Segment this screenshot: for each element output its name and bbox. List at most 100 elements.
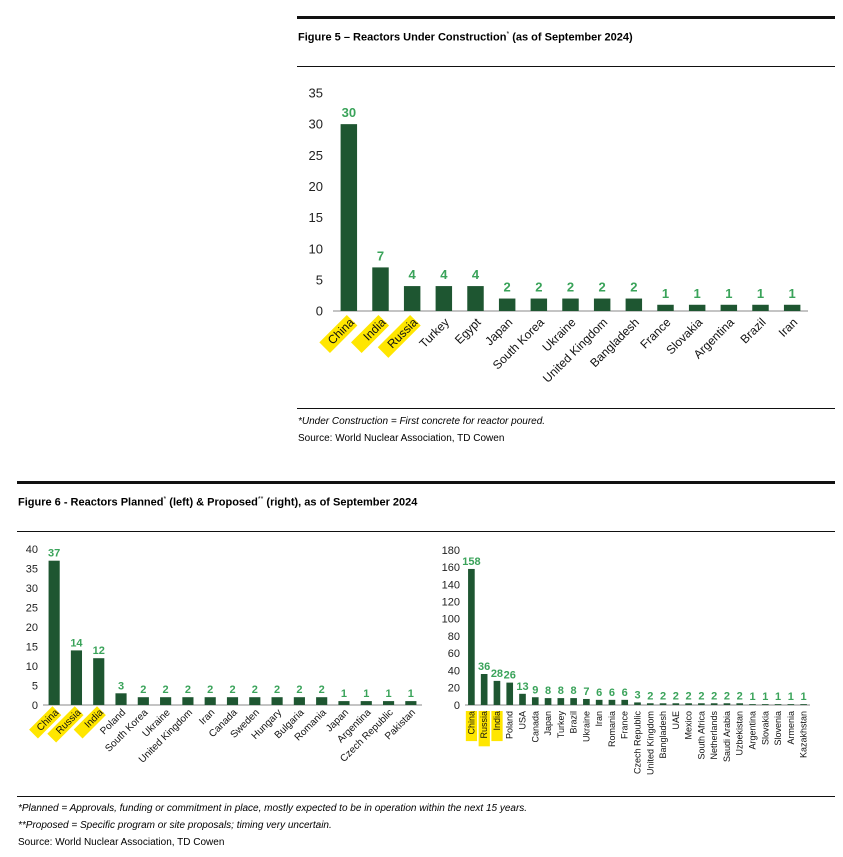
chart62-bar-10 (595, 699, 603, 705)
chart61-highlight-1 (47, 706, 84, 743)
chart62-category-label-2: India (492, 711, 502, 731)
chart62-data-label-1: 36 (478, 661, 490, 673)
chart5-data-label-10: 1 (662, 286, 669, 301)
chart62-bar-23 (761, 704, 769, 705)
chart61-ytick-label-7: 35 (26, 563, 38, 575)
chart62-bar-3 (506, 682, 514, 705)
chart62-bar-20 (723, 703, 731, 705)
chart61-bar-6 (182, 697, 194, 705)
figure6-title-rule (17, 531, 835, 532)
chart61-ytick-label-8: 40 (26, 544, 38, 556)
chart62-bar-21 (736, 703, 744, 705)
chart5-ytick-label-2: 10 (309, 241, 323, 256)
chart62-bar-17 (685, 703, 692, 705)
chart62-ytick-label-5: 100 (442, 614, 460, 626)
chart5-highlight-1 (351, 314, 390, 353)
chart62-bar-18 (698, 703, 705, 705)
chart62-bar-15 (659, 703, 667, 705)
chart5-data-label-12: 1 (725, 286, 732, 301)
chart62-bar-0 (468, 568, 475, 705)
chart61-ytick-label-3: 15 (26, 641, 38, 653)
chart62-bar-5 (531, 697, 539, 705)
chart61-data-label-12: 2 (319, 684, 325, 696)
chart5-ytick-label-7: 35 (309, 86, 323, 101)
chart62-category-label-5: Canada (530, 711, 540, 743)
chart62-highlight-0 (465, 711, 478, 742)
chart62-category-label-21: Uzbekistan (735, 711, 745, 756)
chart61-ytick-label-2: 10 (26, 661, 38, 673)
chart62-data-label-17: 2 (686, 690, 692, 702)
figure6-footnote-proposed: **Proposed = Specific program or site pr… (18, 820, 332, 831)
chart5-bar-13 (752, 304, 769, 311)
chart61-data-label-8: 2 (229, 684, 235, 696)
chart62-category-label-6: Japan (543, 711, 553, 736)
chart61-bar-2 (93, 658, 105, 705)
chart5-ytick-label-4: 20 (309, 179, 323, 194)
chart62-data-label-5: 9 (532, 684, 538, 696)
figure6-footnote-planned: *Planned = Approvals, funding or commitm… (18, 803, 528, 814)
chart5-bar-4 (467, 286, 484, 311)
chart62-category-label-16: UAE (671, 711, 681, 730)
chart62-ytick-label-8: 160 (442, 562, 460, 574)
figure5-title-prefix: Figure 5 – Reactors Under Construction (298, 31, 507, 44)
chart62-ytick-label-1: 20 (448, 683, 460, 695)
chart5-bar-3 (435, 286, 453, 311)
chart62-data-label-26: 1 (801, 691, 807, 703)
chart62-bar-26 (800, 704, 807, 705)
chart5-bar-2 (403, 286, 421, 311)
chart62-category-label-20: Saudi Arabia (722, 711, 732, 762)
chart61-bar-10 (271, 697, 283, 705)
chart61-bar-13 (338, 701, 350, 705)
chart62-bar-24 (774, 704, 782, 705)
chart61-data-label-0: 37 (48, 548, 60, 560)
chart62-ytick-label-4: 80 (448, 631, 460, 643)
chart5-data-label-4: 4 (472, 267, 480, 282)
chart62-bar-12 (621, 699, 629, 705)
figure6-title-prefix: Figure 6 - Reactors Planned (18, 496, 164, 509)
chart61-data-label-11: 2 (296, 684, 302, 696)
chart62-data-label-23: 1 (762, 691, 768, 703)
chart62-data-label-22: 1 (749, 691, 755, 703)
chart62-category-label-8: Brazil (569, 711, 579, 734)
chart62-data-label-2: 28 (491, 668, 503, 680)
chart62-data-label-12: 6 (622, 687, 628, 699)
chart62-data-label-3: 26 (504, 670, 516, 682)
chart62-ytick-label-9: 180 (442, 545, 460, 557)
chart5-bar-9 (625, 298, 643, 311)
chart62-category-label-25: Armenia (786, 711, 796, 745)
chart62-category-label-7: Turkey (556, 711, 566, 739)
figure5-source: Source: World Nuclear Association, TD Co… (298, 433, 505, 444)
chart5-ytick-label-3: 15 (309, 210, 323, 225)
chart5-ytick-label-1: 5 (316, 272, 323, 287)
chart62-data-label-13: 3 (634, 689, 640, 701)
chart62-bar-9 (583, 698, 590, 705)
chart62-data-label-10: 6 (596, 687, 602, 699)
chart62-category-label-15: Bangladesh (658, 711, 668, 759)
chart62-bar-19 (710, 703, 718, 705)
chart62-data-label-14: 2 (647, 690, 653, 702)
chart62-data-label-11: 6 (609, 687, 615, 699)
figure5-top-rule (297, 16, 835, 19)
chart62-data-label-7: 8 (558, 685, 564, 697)
figure5-footnote: *Under Construction = First concrete for… (298, 416, 546, 427)
figure6-title: Figure 6 - Reactors Planned* (left) & Pr… (18, 496, 417, 509)
chart62-ytick-label-2: 40 (448, 665, 460, 677)
chart61-ytick-label-1: 5 (32, 680, 38, 692)
chart61-data-label-14: 1 (363, 688, 369, 700)
chart61-bar-12 (316, 697, 328, 705)
chart61-bar-0 (48, 560, 60, 705)
chart5-bar-8 (593, 298, 611, 311)
chart62-ytick-label-7: 140 (442, 579, 460, 591)
figure6-title-mark1: * (163, 496, 167, 503)
chart5-bar-0 (340, 124, 358, 312)
figure6-title-suffix: (right), as of September 2024 (263, 496, 418, 509)
chart61-highlight-2 (73, 706, 106, 739)
chart61-bar-4 (137, 697, 149, 705)
chart5-data-label-8: 2 (599, 280, 606, 295)
chart61-data-label-9: 2 (252, 684, 258, 696)
chart62-category-label-17: Mexico (684, 711, 694, 740)
chart5-category-label-4: Egypt (452, 315, 484, 347)
chart62-category-label-18: South Africa (696, 711, 706, 760)
chart61-highlight-0 (29, 706, 62, 739)
